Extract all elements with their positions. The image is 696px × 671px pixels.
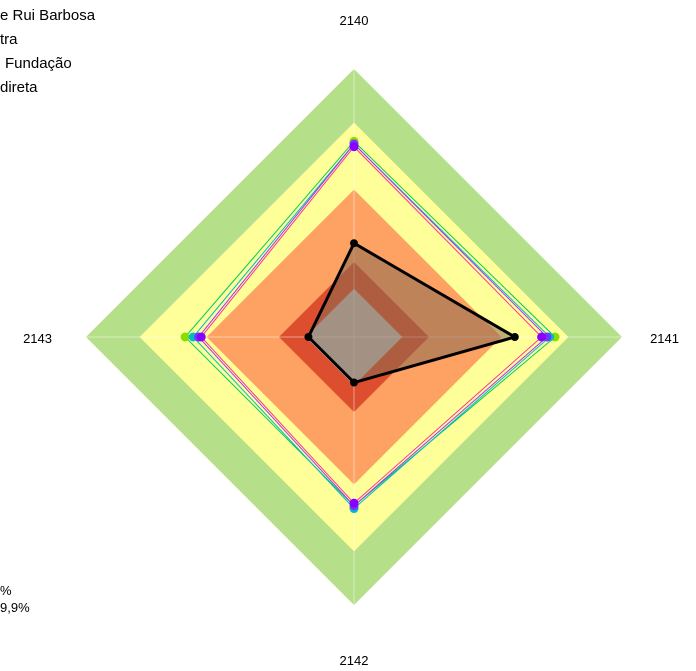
axis-label-2142: 2142: [340, 653, 369, 668]
series-5-area: [308, 243, 515, 383]
legend-item-2: tra: [0, 31, 18, 48]
bottom-note-2: 9,9%: [0, 600, 30, 615]
axis-label-2143: 2143: [23, 331, 52, 346]
series-5-point-4: [304, 333, 313, 341]
radar-axis-labels: 2140 2141 2142 2143: [23, 13, 679, 668]
axis-label-2140: 2140: [340, 13, 369, 28]
bottom-note-1: %: [0, 583, 12, 598]
series-5-point-1: [350, 239, 358, 248]
radar-series: [180, 136, 560, 514]
series-5-point-2: [510, 333, 519, 341]
series-1-point-4: [180, 332, 190, 342]
series-4-point-1: [349, 142, 359, 152]
legend-item-4: direta: [0, 79, 38, 96]
series-4-point-3: [349, 498, 359, 508]
legend-item-3: Fundação: [5, 55, 72, 72]
series-5-point-3: [350, 378, 358, 387]
series-4-point-4: [196, 332, 206, 342]
axis-label-2141: 2141: [650, 331, 679, 346]
series-4-point-2: [537, 332, 547, 342]
legend-item-1: e Rui Barbosa: [0, 7, 96, 24]
